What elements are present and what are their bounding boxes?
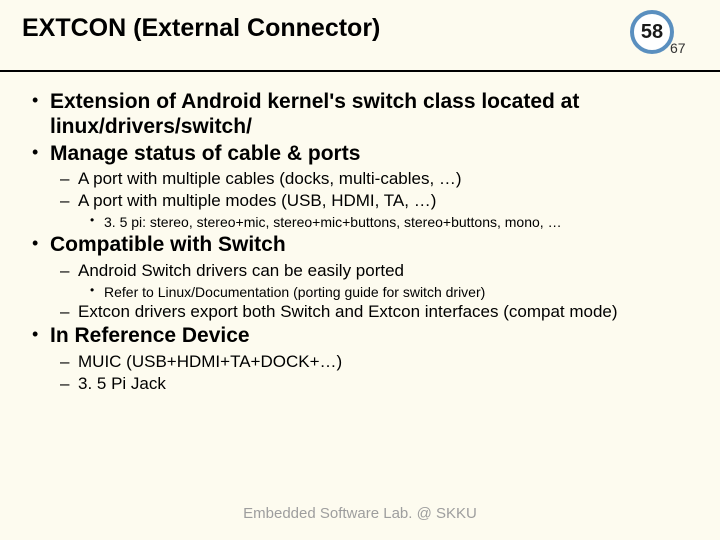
bullet-text: In Reference Device bbox=[50, 324, 698, 349]
footer-text: Embedded Software Lab. @ SKKU bbox=[0, 505, 720, 522]
bullet-lvl2: A port with multiple cables (docks, mult… bbox=[50, 168, 698, 190]
title-bar: EXTCON (External Connector) 58 67 bbox=[0, 0, 720, 72]
bullet-lvl1: Extension of Android kernel's switch cla… bbox=[22, 90, 698, 140]
bullet-text: Manage status of cable & ports bbox=[50, 142, 698, 167]
bullet-text: MUIC (USB+HDMI+TA+DOCK+…) bbox=[78, 352, 342, 371]
page-badge: 58 67 bbox=[630, 14, 690, 64]
bullet-lvl3: Refer to Linux/Documentation (porting gu… bbox=[78, 283, 698, 301]
bullet-text: 3. 5 Pi Jack bbox=[78, 374, 166, 393]
bullet-lvl2: Android Switch drivers can be easily por… bbox=[50, 260, 698, 301]
bullet-lvl1: In Reference Device MUIC (USB+HDMI+TA+DO… bbox=[22, 324, 698, 394]
slide-title: EXTCON (External Connector) bbox=[22, 14, 380, 43]
bullet-lvl2: MUIC (USB+HDMI+TA+DOCK+…) bbox=[50, 351, 698, 373]
bullet-text: Extension of Android kernel's switch cla… bbox=[50, 90, 698, 140]
bullet-lvl2: 3. 5 Pi Jack bbox=[50, 373, 698, 395]
bullet-text: Android Switch drivers can be easily por… bbox=[78, 261, 404, 280]
bullet-text: 3. 5 pi: stereo, stereo+mic, stereo+mic+… bbox=[104, 214, 562, 230]
page-number: 58 bbox=[630, 10, 674, 54]
bullet-text: A port with multiple cables (docks, mult… bbox=[78, 169, 462, 188]
bullet-lvl3: 3. 5 pi: stereo, stereo+mic, stereo+mic+… bbox=[78, 213, 698, 231]
page-total: 67 bbox=[670, 40, 686, 56]
bullet-text: Extcon drivers export both Switch and Ex… bbox=[78, 302, 618, 321]
bullet-text: Compatible with Switch bbox=[50, 233, 698, 258]
bullet-text: Refer to Linux/Documentation (porting gu… bbox=[104, 284, 485, 300]
bullet-lvl2: Extcon drivers export both Switch and Ex… bbox=[50, 301, 698, 323]
bullet-lvl2: A port with multiple modes (USB, HDMI, T… bbox=[50, 190, 698, 231]
bullet-lvl1: Compatible with Switch Android Switch dr… bbox=[22, 233, 698, 322]
slide-content: Extension of Android kernel's switch cla… bbox=[0, 90, 720, 395]
bullet-text: A port with multiple modes (USB, HDMI, T… bbox=[78, 191, 436, 210]
bullet-lvl1: Manage status of cable & ports A port wi… bbox=[22, 142, 698, 231]
